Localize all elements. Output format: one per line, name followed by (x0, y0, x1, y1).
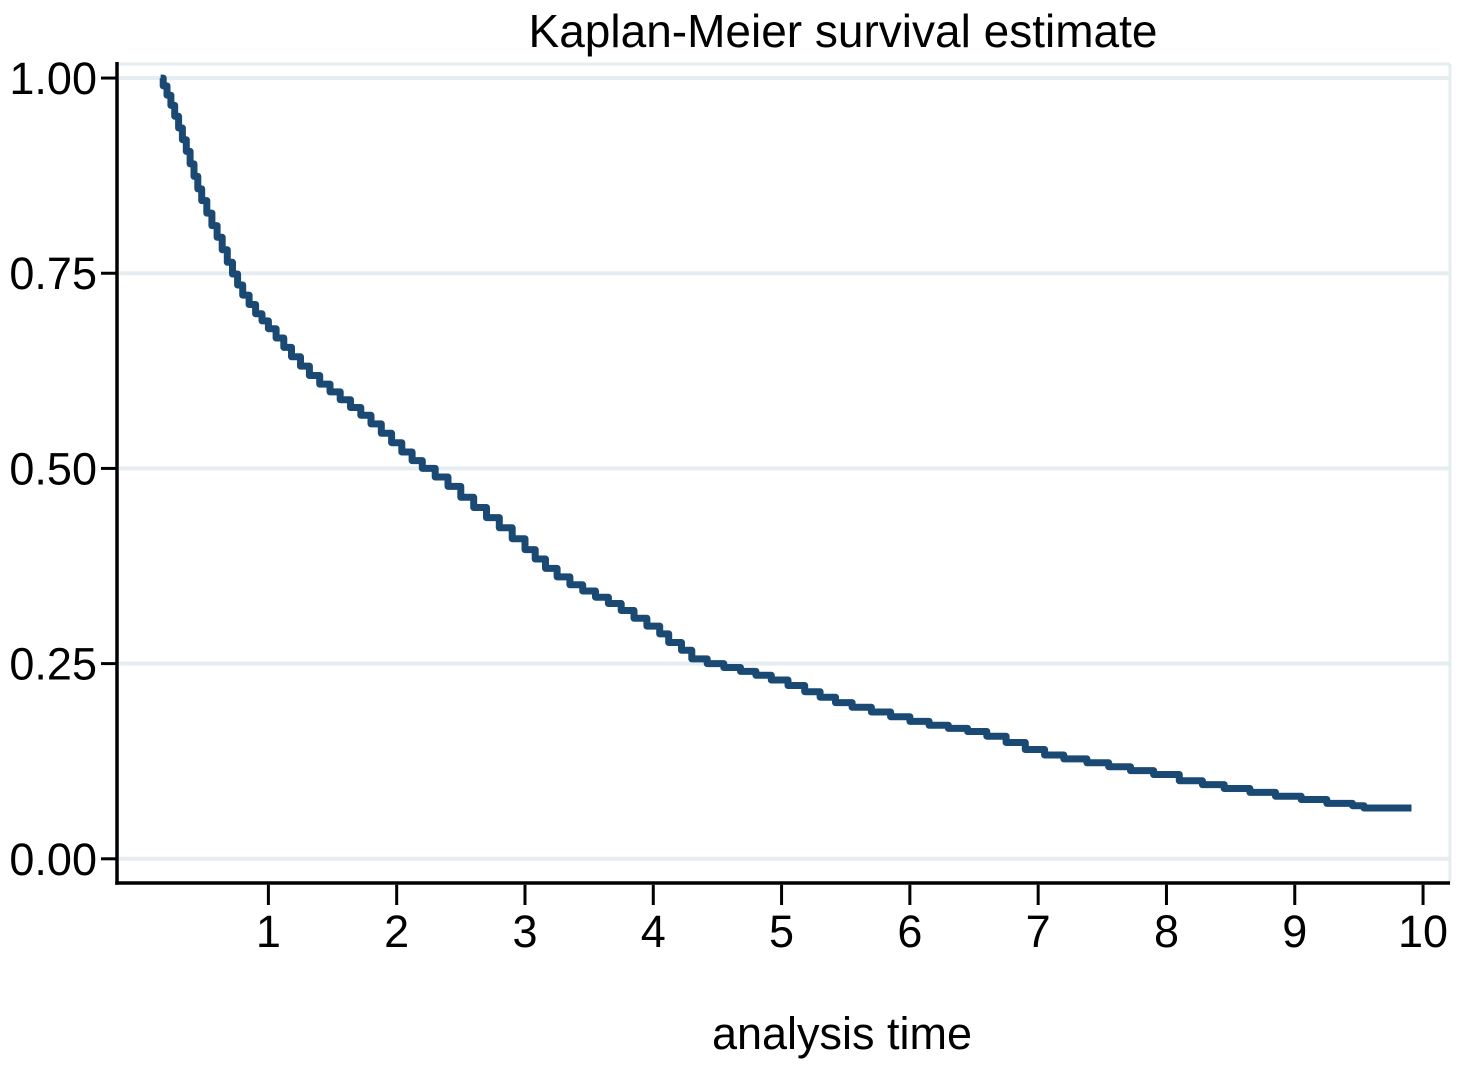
x-tick-label: 4 (641, 906, 666, 957)
y-tick-label: 0.00 (9, 834, 97, 885)
x-axis-title: analysis time (711, 1008, 973, 1059)
y-tick-label: 0.75 (9, 248, 97, 299)
km-curve (159, 74, 1412, 812)
x-tick-label: 3 (512, 906, 537, 957)
x-tick-label: 6 (897, 906, 922, 957)
y-tick-label: 0.50 (9, 443, 97, 494)
x-tick-label: 7 (1026, 906, 1051, 957)
x-tick-label: 1 (256, 906, 281, 957)
y-tick-label: 1.00 (9, 53, 97, 104)
x-tick-label: 5 (769, 906, 794, 957)
chart-title: Kaplan-Meier survival estimate (528, 5, 1158, 57)
x-tick-label: 2 (384, 906, 409, 957)
x-tick-label: 10 (1398, 906, 1448, 957)
x-tick-label: 8 (1154, 906, 1179, 957)
x-tick-label: 9 (1282, 906, 1307, 957)
y-tick-label: 0.25 (9, 639, 97, 690)
